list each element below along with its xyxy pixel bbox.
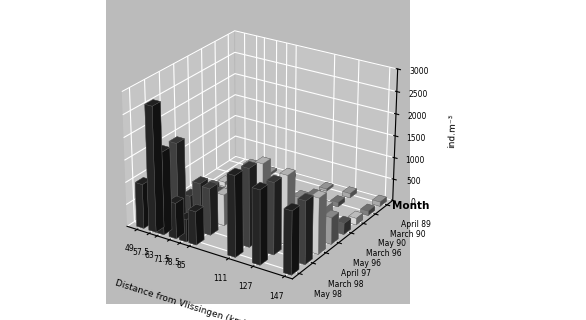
X-axis label: Distance from Vlissingen (km): Distance from Vlissingen (km) [114,278,247,320]
